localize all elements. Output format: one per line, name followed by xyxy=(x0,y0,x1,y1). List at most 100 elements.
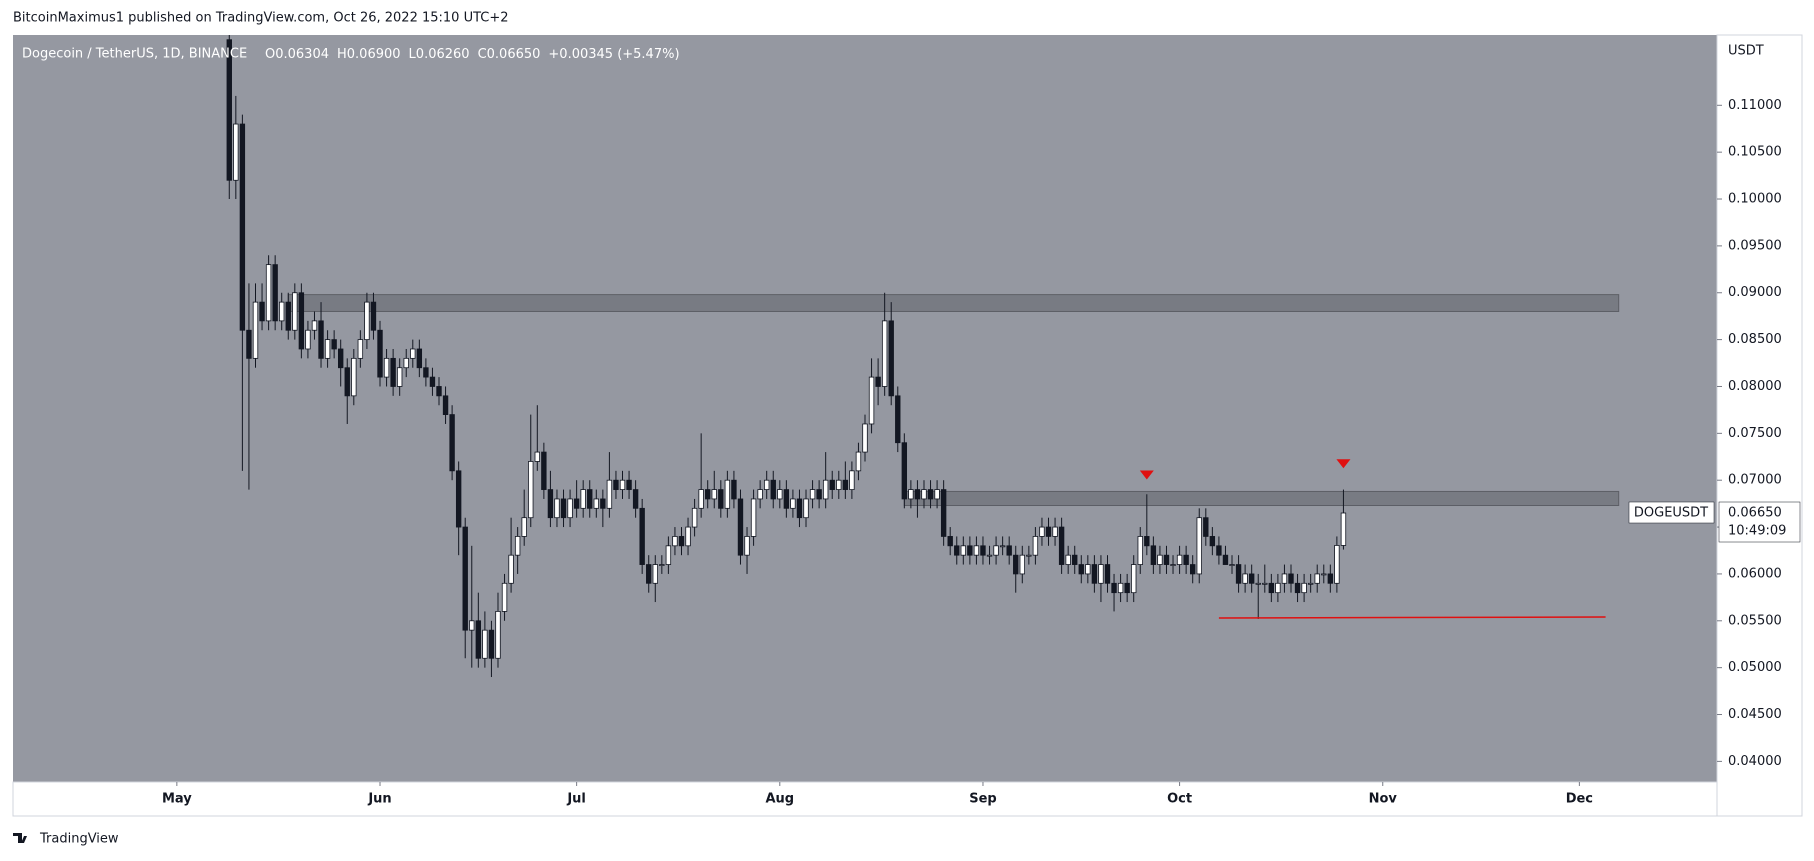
candle-up xyxy=(711,489,717,500)
candle-down xyxy=(1189,564,1196,575)
ohlc-value: 0.06260 xyxy=(416,47,470,62)
candle-down xyxy=(1072,554,1078,565)
y-tick-label: 0.07000 xyxy=(1728,473,1782,488)
candle-up xyxy=(508,554,514,584)
candle-down xyxy=(1294,582,1301,594)
candle-up xyxy=(554,498,560,519)
footer-brand: TradingView xyxy=(39,832,119,847)
candle-down xyxy=(272,264,278,322)
candle-up xyxy=(1314,573,1320,584)
x-tick-label: May xyxy=(162,792,192,807)
ohlc-value: 0.06650 xyxy=(487,47,541,62)
candle-up xyxy=(534,451,541,462)
candle-up xyxy=(1039,526,1045,537)
y-tick-label: 0.11000 xyxy=(1728,98,1782,113)
rejection-marker xyxy=(1336,459,1351,469)
candle-down xyxy=(1150,545,1157,565)
ohlc-key: H xyxy=(337,47,347,62)
candle-up xyxy=(1262,582,1268,585)
candle-up xyxy=(652,564,658,584)
candle-down xyxy=(842,479,849,490)
candle-down xyxy=(678,536,685,547)
candle-down xyxy=(1078,564,1084,575)
candle-up xyxy=(311,320,318,331)
candle-down xyxy=(1045,526,1052,537)
symbol-tag xyxy=(1628,501,1715,524)
candle-up xyxy=(1019,554,1025,575)
y-tick-label: 0.04000 xyxy=(1728,754,1782,769)
candle-up xyxy=(403,357,409,369)
x-tick-label: Nov xyxy=(1369,792,1398,807)
price-tag-label: 0.06650 xyxy=(1728,506,1782,521)
candle-down xyxy=(541,451,547,490)
y-tick-label: 0.05500 xyxy=(1728,613,1782,628)
candle-up xyxy=(659,564,665,566)
candle-down xyxy=(239,123,246,331)
candle-down xyxy=(901,442,908,500)
candle-up xyxy=(265,264,272,322)
candle-down xyxy=(1183,554,1189,565)
candle-down xyxy=(1104,564,1111,584)
y-tick-label: 0.04500 xyxy=(1728,707,1782,722)
candle-down xyxy=(429,376,436,387)
candle-down xyxy=(967,545,973,556)
candle-up xyxy=(1117,582,1124,594)
resistance-zone xyxy=(903,490,1620,507)
candle-up xyxy=(1229,564,1235,566)
x-tick-label: Aug xyxy=(765,792,794,807)
candle-down xyxy=(390,357,396,387)
candle-down xyxy=(1091,564,1098,584)
candle-down xyxy=(560,498,567,519)
candle-down xyxy=(980,545,986,556)
candle-up xyxy=(822,479,829,500)
candle-up xyxy=(1098,564,1104,584)
candle-down xyxy=(377,329,383,378)
candle-up xyxy=(495,611,501,659)
candle-down xyxy=(246,329,252,359)
candle-up xyxy=(1334,545,1340,584)
y-tick-label: 0.10500 xyxy=(1728,145,1782,160)
y-tick-label: 0.06000 xyxy=(1728,566,1782,581)
candle-up xyxy=(1065,554,1071,565)
candle-up xyxy=(1026,554,1032,557)
candle-up xyxy=(279,301,285,322)
candle-down xyxy=(226,39,232,181)
candle-up xyxy=(744,536,750,556)
symbol-tag-label: DOGEUSDT xyxy=(1634,506,1708,521)
ohlc-key: C xyxy=(478,47,487,62)
tradingview-logo: TradingView xyxy=(13,832,119,847)
candle-down xyxy=(875,376,881,387)
candle-up xyxy=(1242,573,1248,584)
candle-up xyxy=(396,367,403,387)
candle-down xyxy=(613,479,619,490)
candle-down xyxy=(259,301,265,322)
candle-up xyxy=(1307,582,1314,585)
candle-up xyxy=(1301,582,1307,594)
y-tick-label: 0.10000 xyxy=(1728,192,1782,207)
candle-up xyxy=(809,489,816,500)
candle-up xyxy=(501,582,508,612)
candle-down xyxy=(475,620,482,659)
candle-up xyxy=(521,517,527,537)
candle-up xyxy=(777,489,783,500)
candle-up xyxy=(724,479,731,509)
plot-layer xyxy=(226,35,1620,678)
y-tick-label: 0.07500 xyxy=(1728,426,1782,441)
price-tag xyxy=(1718,501,1801,543)
ohlc-value: 0.06900 xyxy=(347,47,401,62)
candle-up xyxy=(292,292,298,331)
candle-down xyxy=(1058,526,1065,565)
ohlc-key: L xyxy=(409,47,417,62)
resistance-zone xyxy=(287,294,1620,312)
candle-up xyxy=(1137,536,1143,565)
candle-up xyxy=(672,536,678,547)
candle-down xyxy=(770,479,776,500)
price-axis xyxy=(1716,34,1803,817)
candle-up xyxy=(528,461,534,519)
y-tick-label: 0.08000 xyxy=(1728,379,1782,394)
y-tick-label: 0.05000 xyxy=(1728,660,1782,675)
candle-up xyxy=(999,545,1006,548)
support-line xyxy=(1218,616,1606,619)
candle-down xyxy=(783,489,790,509)
